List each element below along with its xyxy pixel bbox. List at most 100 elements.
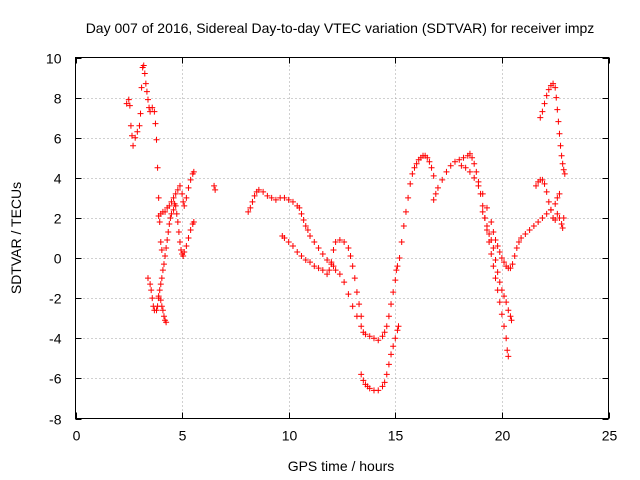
series-early-arc-d — [155, 293, 170, 326]
data-point — [167, 214, 174, 221]
data-point — [381, 329, 388, 336]
data-point — [185, 184, 192, 191]
data-point — [185, 235, 192, 241]
data-point — [396, 255, 403, 262]
data-point — [147, 281, 154, 288]
y-tick-label: 0 — [54, 251, 62, 267]
data-point — [183, 194, 190, 201]
data-point — [157, 239, 164, 246]
data-point — [332, 267, 339, 274]
data-point — [379, 333, 386, 340]
data-point — [469, 154, 476, 161]
data-point — [388, 301, 395, 308]
data-point — [166, 220, 173, 227]
data-point — [179, 190, 186, 197]
data-point — [543, 188, 550, 195]
data-point — [383, 323, 390, 330]
data-point — [496, 249, 503, 256]
data-point — [285, 239, 292, 246]
data-point — [255, 186, 262, 193]
data-point — [411, 164, 418, 171]
data-point — [479, 208, 486, 215]
data-point — [394, 327, 401, 334]
data-point — [268, 194, 275, 201]
grid — [75, 57, 609, 419]
data-point — [400, 222, 407, 229]
y-tick-label: 4 — [54, 171, 62, 187]
data-point — [554, 210, 561, 217]
data-point — [190, 218, 197, 225]
data-point — [394, 263, 401, 270]
data-point — [366, 385, 373, 392]
x-axis-title: GPS time / hours — [288, 458, 395, 474]
x-tick-label: 20 — [495, 428, 511, 444]
data-point — [144, 275, 151, 282]
data-point — [175, 228, 182, 235]
data-point — [539, 176, 546, 183]
data-point — [557, 142, 564, 149]
data-point — [552, 200, 559, 207]
data-point — [511, 253, 518, 260]
data-point — [488, 237, 495, 244]
data-point — [311, 239, 318, 246]
data-point — [157, 281, 164, 288]
data-point — [164, 237, 171, 244]
data-point — [285, 196, 292, 203]
data-point — [319, 251, 326, 258]
data-point — [515, 239, 522, 246]
data-point — [168, 198, 175, 205]
data-point — [402, 208, 409, 215]
data-point — [543, 92, 550, 99]
chart-title: Day 007 of 2016, Sidereal Day-to-day VTE… — [86, 20, 595, 36]
data-point — [483, 222, 490, 229]
data-point — [488, 251, 495, 258]
data-point — [172, 190, 179, 197]
data-point — [176, 239, 183, 246]
data-point — [156, 218, 163, 225]
y-tick-label: -8 — [49, 412, 62, 428]
data-point — [130, 142, 137, 149]
data-point — [358, 313, 365, 320]
data-point — [136, 122, 143, 129]
data-point — [398, 239, 405, 246]
data-point — [126, 102, 133, 109]
series-evening-lower — [458, 162, 563, 272]
data-point — [555, 118, 562, 125]
data-point — [554, 194, 561, 201]
data-point — [174, 186, 181, 193]
y-axis-title: SDTVAR / TECUs — [8, 182, 24, 294]
data-point — [505, 353, 512, 360]
data-point — [392, 277, 399, 284]
data-point — [545, 86, 552, 93]
data-point — [330, 247, 337, 254]
data-point — [332, 239, 339, 246]
data-point — [345, 245, 352, 252]
data-point — [173, 210, 180, 217]
data-point — [559, 160, 566, 167]
data-point — [181, 202, 188, 209]
data-point — [324, 271, 331, 278]
y-tick-label: -2 — [49, 291, 62, 307]
data-point — [298, 210, 305, 217]
series-isolated — [211, 182, 219, 193]
data-point — [260, 188, 267, 195]
data-point — [143, 88, 150, 95]
data-point — [488, 218, 495, 225]
data-point — [530, 222, 537, 229]
series-early-arc-a — [123, 62, 165, 254]
data-point — [137, 110, 144, 117]
data-point — [471, 160, 478, 167]
data-point — [345, 291, 352, 298]
data-point — [490, 228, 497, 235]
data-point — [187, 176, 194, 183]
data-point — [395, 323, 402, 330]
data-point — [539, 214, 546, 221]
data-point — [158, 303, 165, 310]
series-evening-rise — [396, 152, 437, 262]
data-point — [142, 80, 149, 87]
data-point — [513, 245, 520, 252]
data-point — [160, 313, 167, 320]
data-point — [159, 307, 166, 314]
data-point — [507, 313, 514, 320]
